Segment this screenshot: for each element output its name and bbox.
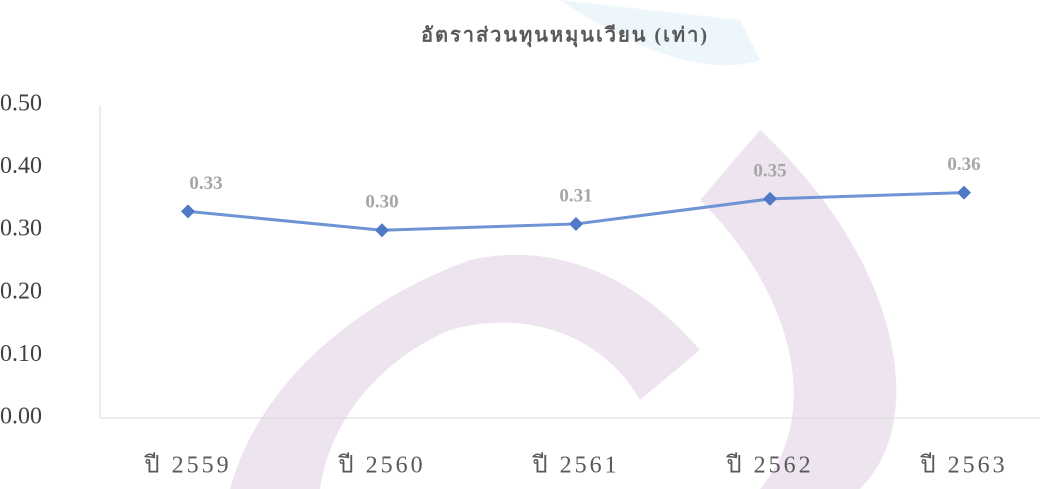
x-tick-label: ปี 2562	[725, 452, 813, 479]
chart-title: อัตราส่วนทุนหมุนเวียน (เท่า)	[421, 24, 709, 48]
data-label: 0.33	[189, 173, 222, 194]
x-tick-label: ปี 2559	[143, 452, 231, 479]
x-tick-label: ปี 2561	[531, 452, 619, 479]
y-tick-label: 0.40	[0, 153, 42, 179]
watermark	[230, 255, 700, 489]
watermark	[700, 130, 896, 489]
data-label: 0.36	[947, 154, 980, 175]
y-tick-label: 0.20	[0, 278, 42, 304]
marker	[375, 223, 389, 237]
y-tick-label: 0.00	[0, 404, 42, 430]
chart: อัตราส่วนทุนหมุนเวียน (เท่า) 0.00 0.10 0.2…	[0, 0, 1059, 489]
y-tick-label: 0.10	[0, 341, 42, 367]
data-label: 0.31	[559, 185, 592, 206]
data-label: 0.30	[365, 192, 398, 213]
marker	[957, 186, 971, 200]
data-label: 0.35	[753, 160, 786, 181]
x-tick-label: ปี 2560	[337, 452, 425, 479]
y-tick-label: 0.30	[0, 216, 42, 242]
y-tick-label: 0.50	[0, 91, 42, 117]
x-tick-label: ปี 2563	[919, 452, 1007, 479]
marker	[181, 204, 195, 218]
marker	[569, 217, 583, 231]
